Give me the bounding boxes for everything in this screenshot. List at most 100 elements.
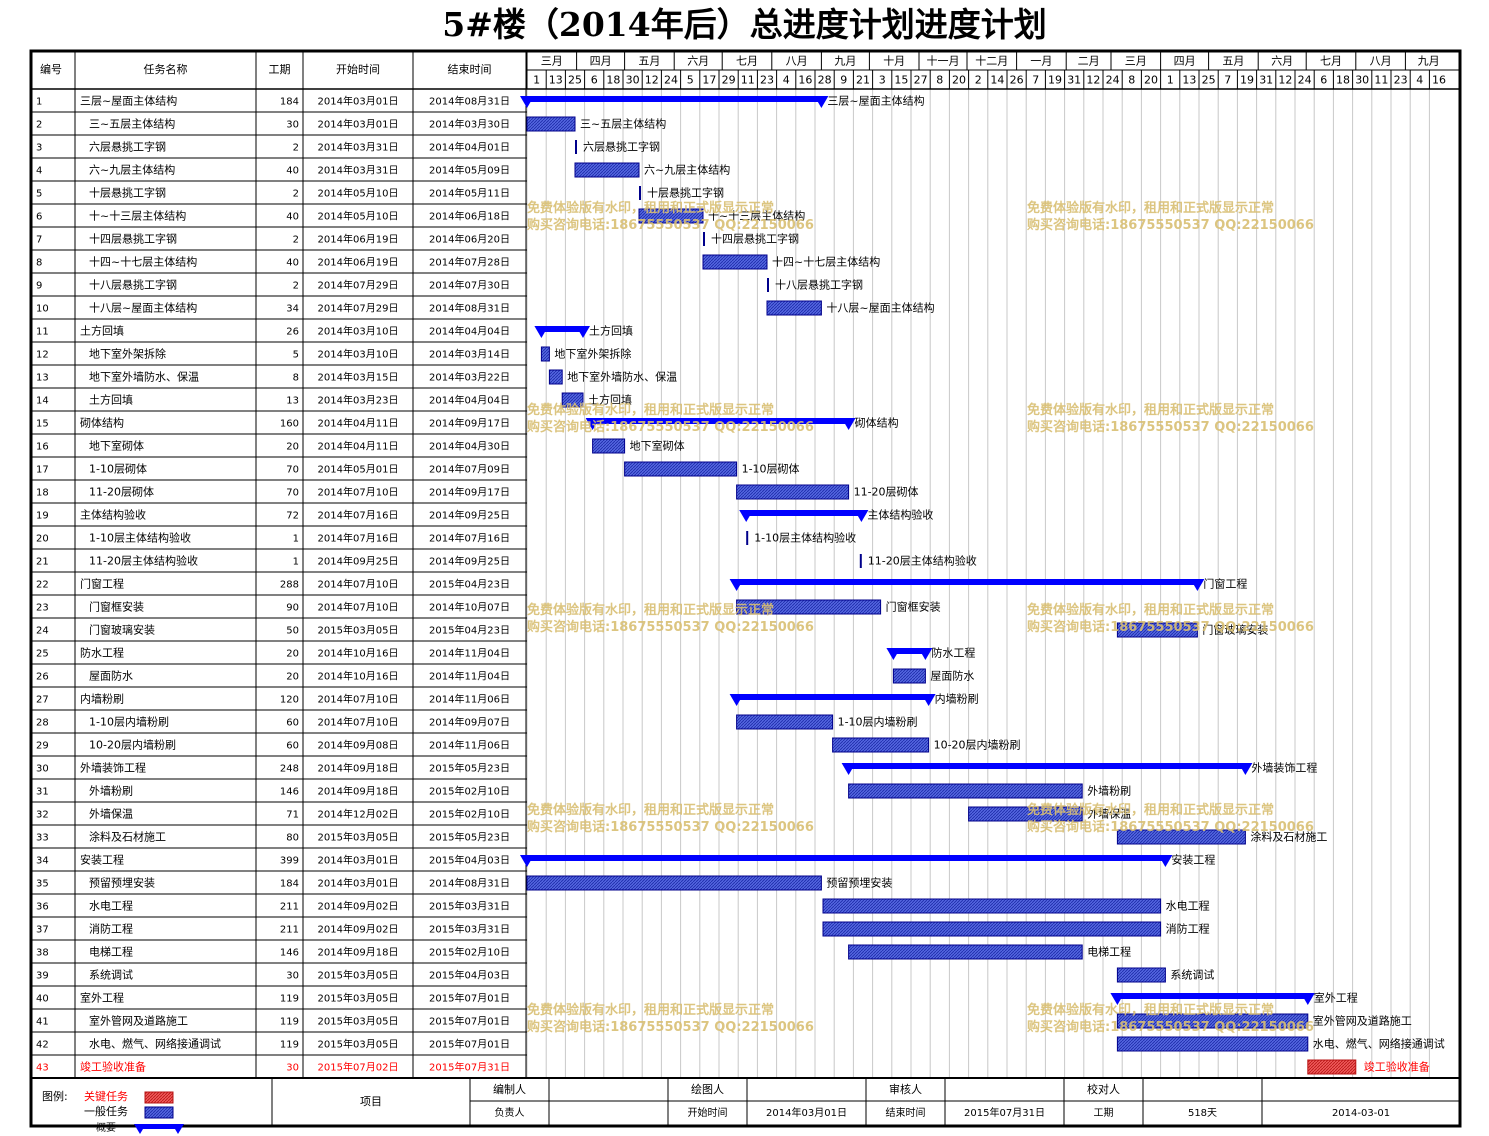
task-bar [848,783,1083,799]
tick-label: 18 [606,74,620,87]
task-end: 2014年04月04日 [429,394,510,407]
bar-label: 三层~屋面主体结构 [827,94,924,108]
task-start: 2014年03月01日 [318,877,399,890]
task-name: 11-20层砌体 [89,485,154,499]
task-end: 2015年04月03日 [429,854,510,867]
header-name: 任务名称 [144,62,188,76]
task-start: 2015年07月02日 [318,1061,399,1074]
bar-label: 竣工验收准备 [1364,1060,1430,1074]
task-end: 2014年09月07日 [429,716,510,729]
task-bar [702,254,768,270]
tick-label: 24 [664,74,678,87]
task-id: 16 [36,442,49,453]
task-end: 2014年07月30日 [429,279,510,292]
task-duration: 26 [286,327,299,338]
bar-label: 外墙装饰工程 [1251,761,1317,775]
task-name: 六层悬挑工字钢 [89,140,166,154]
task-name: 地下室外墙防水、保温 [89,370,199,384]
month-label: 二月 [1078,55,1100,68]
summary-bar [734,694,931,700]
legend-critical-label: 关键任务 [84,1089,128,1103]
task-name: 门窗工程 [80,577,124,591]
bar-label: 主体结构验收 [867,508,933,522]
task-end: 2015年07月01日 [429,1015,510,1028]
summary-bar-cap [729,694,744,706]
task-name: 1-10层内墙粉刷 [89,715,169,729]
task-start: 2014年07月16日 [318,532,399,545]
tick-label: 4 [1416,74,1423,87]
tick-label: 23 [760,74,774,87]
month-label: 七月 [736,55,758,68]
bar-label: 十四层悬挑工字钢 [711,232,799,246]
summary-bar-cap [534,326,549,338]
summary-bar [525,96,824,102]
legend-summary-cap [172,1124,184,1134]
tick-label: 11 [1374,74,1388,87]
task-name: 水电、燃气、网络接通调试 [89,1037,221,1051]
task-end: 2014年03月22日 [429,371,510,384]
task-name: 三~五层主体结构 [89,117,175,131]
task-start: 2014年07月16日 [318,509,399,522]
task-id: 27 [36,695,49,706]
task-id: 21 [36,557,49,568]
task-start: 2014年04月11日 [318,417,399,430]
task-start: 2014年03月31日 [318,164,399,177]
bar-label: 地下室外墙防水、保温 [567,370,677,384]
task-id: 17 [36,465,49,476]
task-bar [540,346,550,362]
task-duration: 399 [280,856,299,867]
task-end: 2015年03月31日 [429,923,510,936]
task-end: 2014年04月30日 [429,440,510,453]
task-duration: 1 [293,557,299,568]
task-id: 11 [36,327,49,338]
task-name: 电梯工程 [89,946,133,959]
tick-label: 31 [1067,74,1081,87]
summary-bar-cap [886,648,901,660]
month-label: 十一月 [927,54,960,68]
tick-label: 19 [1240,74,1254,87]
summary-bar-cap [854,510,869,522]
summary-bar [1115,993,1310,999]
tick-label: 23 [1394,74,1408,87]
task-id: 19 [36,511,49,522]
task-start: 2014年05月01日 [318,463,399,476]
task-id: 39 [36,971,49,982]
task-start: 2014年03月10日 [318,348,399,361]
bar-label: 11-20层主体结构验收 [868,554,977,568]
task-end: 2014年08月31日 [429,95,510,108]
task-id: 6 [36,212,42,223]
footer-project-label: 项目 [360,1095,382,1108]
summary-bar-cap [1238,763,1253,775]
task-name: 涂料及石材施工 [89,830,166,844]
task-name: 1-10层主体结构验收 [89,531,191,545]
task-start: 2014年03月23日 [318,394,399,407]
task-start: 2014年04月11日 [318,440,399,453]
task-start: 2014年10月16日 [318,670,399,683]
task-end: 2014年09月17日 [429,417,510,430]
summary-bar-cap [814,96,829,108]
task-start: 2015年03月05日 [318,969,399,982]
task-id: 37 [36,925,49,936]
tick-label: 8 [1128,74,1135,87]
bar-label: 土方回填 [588,393,632,407]
task-end: 2014年07月28日 [429,256,510,269]
header-id: 编号 [40,62,62,76]
task-name: 十~十三层主体结构 [89,209,186,223]
task-end: 2014年11月04日 [429,670,510,683]
bar-label: 1-10层主体结构验收 [754,531,856,545]
task-duration: 70 [286,488,299,499]
task-start: 2014年07月29日 [318,279,399,292]
summary-bar-cap [739,510,754,522]
tick-label: 25 [568,74,582,87]
bar-label: 十八层~屋面主体结构 [826,301,934,315]
tick-label: 1 [533,74,540,87]
task-duration: 184 [280,97,299,108]
task-bar [1116,1013,1309,1029]
tick-label: 30 [1355,74,1369,87]
task-end: 2014年06月18日 [429,210,510,223]
bar-label: 预留预埋安装 [826,876,892,890]
task-id: 36 [36,902,49,913]
task-id: 5 [36,189,42,200]
task-start: 2014年03月31日 [318,141,399,154]
task-name: 十四~十七层主体结构 [89,255,197,269]
